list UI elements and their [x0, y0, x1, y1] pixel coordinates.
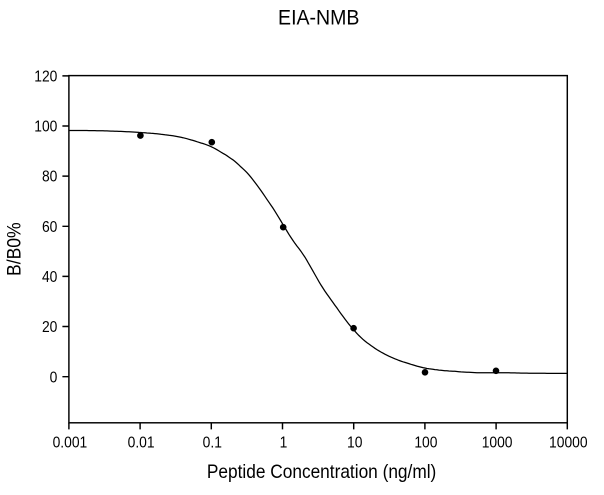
svg-text:0.001: 0.001 — [53, 435, 88, 452]
svg-text:10000: 10000 — [549, 435, 588, 452]
svg-text:10: 10 — [347, 435, 362, 452]
svg-text:40: 40 — [42, 269, 57, 286]
svg-text:EIA-NMB: EIA-NMB — [278, 5, 359, 29]
svg-text:0.1: 0.1 — [203, 435, 222, 452]
svg-text:1: 1 — [280, 435, 288, 452]
svg-text:B/B0%: B/B0% — [2, 222, 24, 276]
svg-text:100: 100 — [414, 435, 437, 452]
svg-text:60: 60 — [42, 219, 57, 236]
svg-text:120: 120 — [34, 69, 57, 86]
svg-text:Peptide Concentration (ng/ml): Peptide Concentration (ng/ml) — [207, 460, 436, 482]
svg-text:0: 0 — [50, 370, 58, 387]
svg-text:1000: 1000 — [482, 435, 513, 452]
svg-text:100: 100 — [34, 119, 57, 136]
svg-text:20: 20 — [42, 319, 57, 336]
svg-text:80: 80 — [42, 169, 57, 186]
svg-text:0.01: 0.01 — [128, 435, 155, 452]
